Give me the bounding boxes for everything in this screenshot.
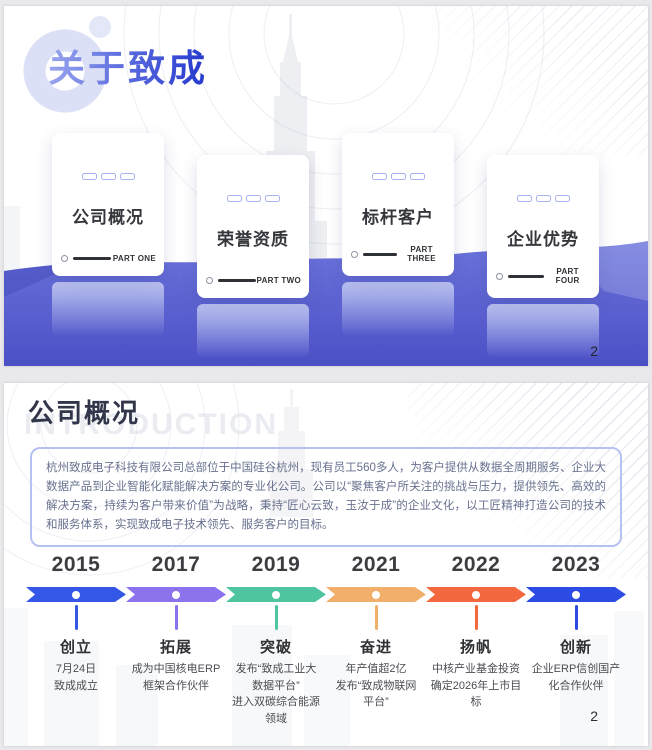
card-title: 荣誉资质 bbox=[217, 230, 289, 249]
card-reflection bbox=[487, 304, 599, 357]
part-label: PART ONE bbox=[112, 254, 156, 263]
timeline-year: 2022 bbox=[451, 553, 501, 576]
divider-line bbox=[218, 279, 256, 282]
timeline-tick bbox=[374, 605, 378, 630]
timeline-year: 2019 bbox=[251, 553, 301, 576]
slide-company-overview: INTRODUCTION 公司概况 杭州致成电子科技有限公司总部位于中国硅谷杭州… bbox=[4, 383, 648, 746]
divider-line bbox=[362, 252, 398, 256]
timeline-desc: 成为中国核电ERP 框架合作伙伴 bbox=[131, 663, 221, 692]
tabs-icon bbox=[52, 173, 164, 180]
nav-card-key-customers[interactable]: 标杆客户 PART THREE bbox=[342, 133, 454, 276]
dot-decor bbox=[89, 16, 111, 38]
timeline-tick bbox=[74, 605, 78, 630]
timeline-label: 拓展 bbox=[159, 639, 192, 656]
timeline-desc: 发布“致成工业大 数据平台” 进入双碳综合能源 领域 bbox=[232, 663, 320, 725]
card-title: 企业优势 bbox=[507, 230, 579, 249]
watermark-text: INTRODUCTION bbox=[24, 408, 278, 441]
slide2-title: 公司概况 bbox=[28, 398, 141, 428]
page-number: 2 bbox=[590, 343, 598, 359]
timeline: 2015 创立 7月24日 致成成立 2017 拓展 成为中国核电ERP 框架合… bbox=[26, 553, 626, 727]
timeline-arrow bbox=[326, 587, 426, 602]
bullet-circle-icon bbox=[351, 250, 358, 258]
timeline-desc: 年产值超2亿 发布“致成物联网 平台” bbox=[335, 663, 417, 708]
timeline-desc: 企业ERP信创国产 化合作伙伴 bbox=[531, 663, 621, 692]
timeline-arrow bbox=[126, 587, 226, 602]
timeline-label: 扬帆 bbox=[459, 639, 492, 656]
timeline-desc: 中核产业基金投资 确定2026年上市目 标 bbox=[430, 663, 522, 708]
card-title: 公司概况 bbox=[72, 208, 144, 227]
nav-card-honors[interactable]: 荣誉资质 PART TWO bbox=[197, 155, 309, 298]
timeline-item-2023: 2023 创新 企业ERP信创国产 化合作伙伴 bbox=[526, 553, 626, 727]
timeline-dot bbox=[172, 591, 180, 599]
timeline-label: 突破 bbox=[259, 639, 292, 656]
timeline-arrow bbox=[426, 587, 526, 602]
bullet-circle-icon bbox=[206, 277, 213, 284]
timeline-label: 创新 bbox=[559, 639, 592, 656]
timeline-arrow bbox=[526, 587, 626, 602]
timeline-item-2021: 2021 奋进 年产值超2亿 发布“致成物联网 平台” bbox=[326, 553, 426, 727]
tabs-icon bbox=[197, 195, 309, 202]
timeline-year: 2017 bbox=[151, 553, 201, 576]
timeline-tick bbox=[574, 605, 578, 630]
tabs-icon bbox=[342, 173, 454, 180]
tabs-icon bbox=[487, 195, 599, 202]
timeline-desc: 7月24日 致成成立 bbox=[54, 663, 98, 692]
timeline-item-2015: 2015 创立 7月24日 致成成立 bbox=[26, 553, 126, 727]
timeline-dot bbox=[72, 591, 80, 599]
timeline-year: 2015 bbox=[51, 553, 101, 576]
page-number: 2 bbox=[590, 708, 598, 724]
timeline-item-2022: 2022 扬帆 中核产业基金投资 确定2026年上市目 标 bbox=[426, 553, 526, 727]
timeline-label: 奋进 bbox=[359, 639, 392, 656]
nav-card-company-overview[interactable]: 公司概况 PART ONE bbox=[52, 133, 164, 276]
card-reflection bbox=[52, 282, 164, 335]
timeline-tick bbox=[474, 605, 478, 630]
card-title: 标杆客户 bbox=[362, 208, 434, 227]
card-reflection bbox=[342, 282, 454, 335]
bullet-circle-icon bbox=[496, 272, 503, 280]
timeline-dot bbox=[572, 591, 580, 599]
timeline-item-2019: 2019 突破 发布“致成工业大 数据平台” 进入双碳综合能源 领域 bbox=[226, 553, 326, 727]
bullet-circle-icon bbox=[61, 255, 68, 262]
timeline-year: 2021 bbox=[351, 553, 401, 576]
timeline-year: 2023 bbox=[551, 553, 601, 576]
timeline-dot bbox=[472, 591, 480, 599]
timeline-arrow bbox=[226, 587, 326, 602]
ring-decor bbox=[22, 28, 108, 114]
card-reflection bbox=[197, 304, 309, 357]
nav-card-advantages[interactable]: 企业优势 PART FOUR bbox=[487, 155, 599, 298]
timeline-dot bbox=[272, 591, 280, 599]
timeline-tick bbox=[174, 605, 178, 630]
timeline-arrow bbox=[26, 587, 126, 602]
timeline-dot bbox=[372, 591, 380, 599]
slide-about: 关于致成 公司概况 PART ONE 荣誉资质 PART TWO bbox=[4, 6, 648, 366]
timeline-item-2017: 2017 拓展 成为中国核电ERP 框架合作伙伴 bbox=[126, 553, 226, 727]
part-label: PART THREE bbox=[407, 245, 436, 263]
divider-line bbox=[507, 274, 545, 278]
slide1-title: 关于致成 bbox=[48, 38, 208, 92]
timeline-label: 创立 bbox=[59, 639, 92, 656]
company-intro-paragraph: 杭州致成电子科技有限公司总部位于中国硅谷杭州，现有员工560多人，为客户提供从数… bbox=[30, 447, 622, 547]
divider-line bbox=[73, 257, 111, 260]
timeline-tick bbox=[274, 605, 278, 630]
part-label: PART TWO bbox=[256, 276, 301, 285]
diagonal-stripes-decor bbox=[418, 6, 648, 156]
part-label: PART FOUR bbox=[555, 267, 580, 285]
